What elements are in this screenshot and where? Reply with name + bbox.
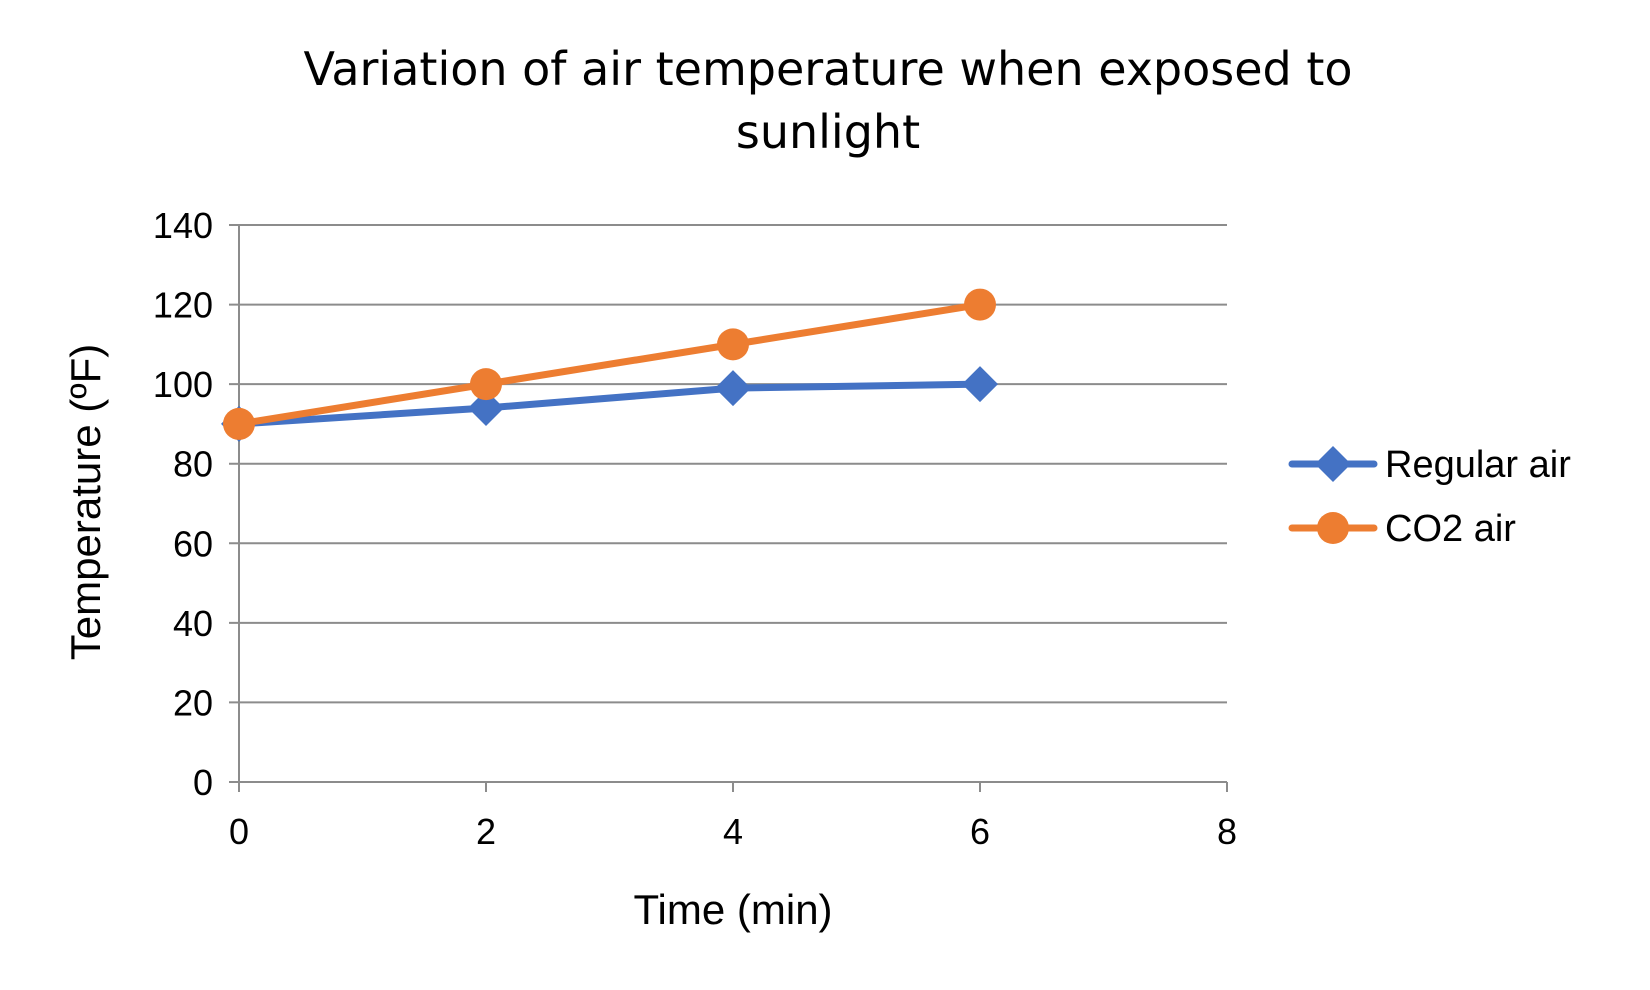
gridlines (229, 224, 1227, 704)
y-axis-title: Temperature (ºF) (62, 344, 109, 660)
y-tick-labels: 0 20 40 60 80 100 120 140 (153, 205, 213, 803)
y-tick-label-140: 140 (153, 205, 213, 246)
series-line-1 (235, 301, 984, 428)
y-tick-label-80: 80 (173, 444, 213, 485)
axes (229, 225, 1228, 792)
y-tick-label-60: 60 (173, 523, 213, 564)
y-tick-label-100: 100 (153, 364, 213, 405)
legend-marker-0 (1315, 446, 1351, 482)
legend-label-0: Regular air (1385, 444, 1571, 486)
x-tick-labels: 0 2 4 6 8 (229, 811, 1237, 852)
x-tick-label-4: 4 (723, 811, 743, 852)
data-point-1-1 (470, 368, 502, 401)
data-point-0-3 (962, 366, 998, 403)
y-tick-label-120: 120 (153, 285, 213, 326)
series-1 (223, 288, 996, 440)
data-point-1-3 (964, 288, 996, 321)
legend-item-0: Regular air (1288, 444, 1571, 486)
x-tick-label-2: 2 (476, 811, 496, 852)
x-tick-label-6: 6 (970, 811, 990, 852)
chart-title-line-1: Variation of air temperature when expose… (303, 42, 1352, 96)
legend-marker-1 (1317, 512, 1349, 544)
legend: Regular air CO2 air (1288, 444, 1571, 550)
data-point-1-0 (223, 407, 255, 440)
y-tick-label-0: 0 (193, 762, 213, 803)
y-tick-label-20: 20 (173, 682, 213, 723)
x-tick-label-0: 0 (229, 811, 249, 852)
series-line-0 (235, 380, 984, 428)
x-tick-label-8: 8 (1217, 811, 1237, 852)
series-group (221, 288, 998, 442)
data-point-0-1 (468, 390, 504, 427)
series-0 (221, 366, 998, 442)
data-point-1-2 (717, 328, 749, 361)
chart-title-line-2: sunlight (736, 105, 920, 159)
data-point-0-2 (715, 370, 751, 407)
x-axis-title: Time (min) (633, 886, 832, 933)
y-tick-label-40: 40 (173, 603, 213, 644)
legend-label-1: CO2 air (1385, 508, 1516, 550)
legend-item-1: CO2 air (1288, 508, 1516, 550)
